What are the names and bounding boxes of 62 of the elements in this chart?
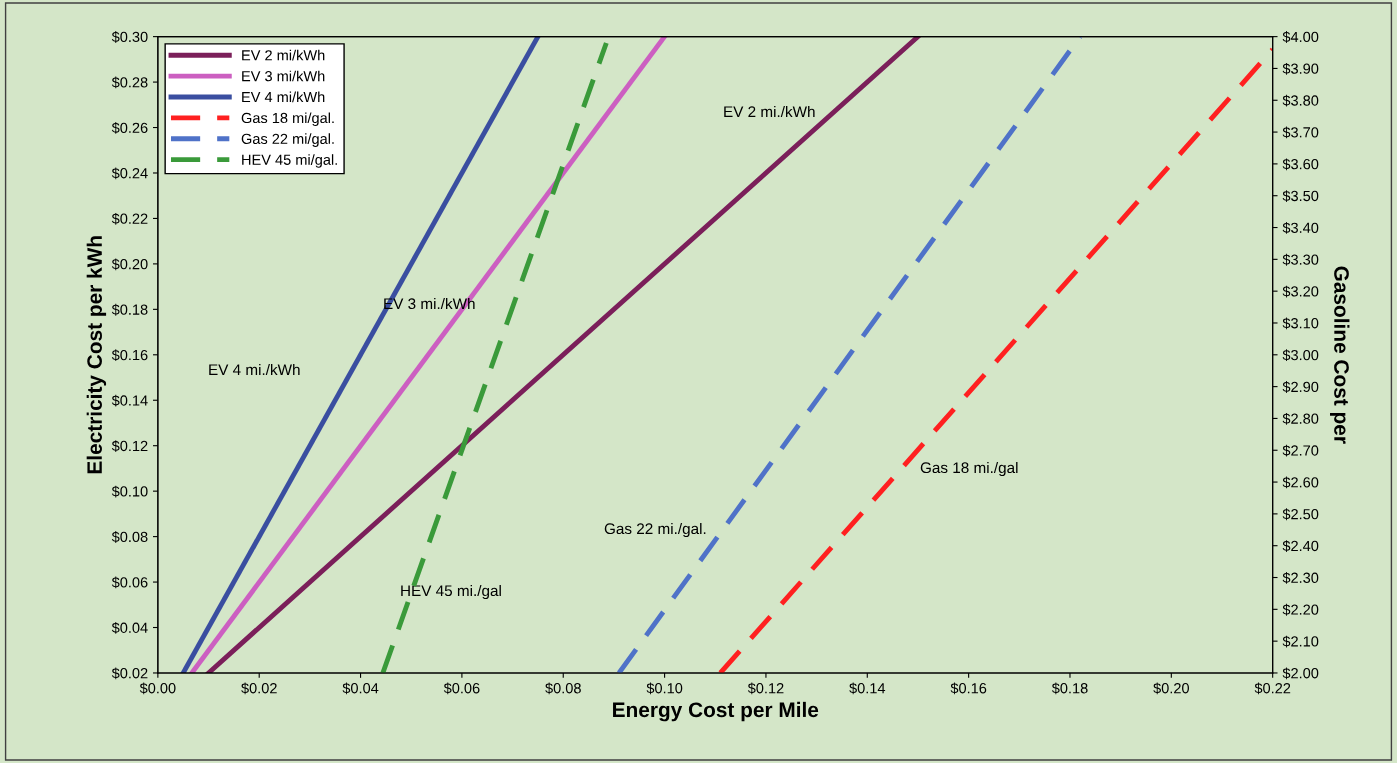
y-tick-label: $0.10 <box>111 485 148 498</box>
y-tick-label: $0.18 <box>111 303 148 316</box>
x-tick-label: $0.22 <box>1254 682 1291 695</box>
y-tick-label: $0.24 <box>111 167 148 180</box>
annotation: Gas 18 mi./gal <box>920 461 1018 477</box>
x-tick-label: $0.08 <box>545 682 581 695</box>
y2-tick-label: $3.40 <box>1282 222 1319 234</box>
annotation: Gas 22 mi./gal. <box>604 522 706 538</box>
y2-tick-label: $3.70 <box>1282 126 1319 139</box>
y-tick-label: $0.02 <box>111 667 148 680</box>
legend-label: EV 3 mi/kWh <box>242 70 325 82</box>
y-tick-label: $0.14 <box>111 394 148 407</box>
y2-tick-label: $2.30 <box>1282 572 1319 584</box>
x-tick-label: $0.10 <box>646 682 683 695</box>
annotation: HEV 45 mi./gal <box>401 584 501 600</box>
x-tick-label: $0.02 <box>241 682 277 695</box>
x-tick-label: $0.14 <box>849 682 886 695</box>
y-axis-title: Electricity Cost per kWh <box>86 236 107 474</box>
y-tick-label: $0.12 <box>111 440 148 452</box>
y-tick-label: $0.26 <box>111 122 148 134</box>
x-tick-label: $0.18 <box>1051 682 1088 695</box>
legend-label: EV 4 mi/kWh <box>242 91 325 103</box>
y-tick-label: $0.08 <box>111 531 148 543</box>
y2-tick-label: $3.00 <box>1282 349 1319 362</box>
y2-tick-label: $3.20 <box>1282 285 1319 298</box>
y-tick-label: $0.30 <box>111 31 148 43</box>
y2-tick-label: $3.30 <box>1282 253 1319 266</box>
x-tick-label: $0.20 <box>1153 682 1189 695</box>
y2-axis-title: Gasoline Cost per <box>1330 266 1350 444</box>
y2-tick-label: $2.10 <box>1282 635 1319 648</box>
x-tick-label: $0.04 <box>342 682 379 695</box>
y-tick-label: $0.04 <box>111 622 148 634</box>
x-tick-label: $0.00 <box>139 682 176 695</box>
y2-tick-label: $3.90 <box>1282 62 1319 75</box>
y-tick-label: $0.22 <box>111 212 148 225</box>
y2-tick-label: $4.00 <box>1282 31 1319 43</box>
y2-tick-label: $2.90 <box>1282 381 1319 393</box>
y2-tick-label: $2.50 <box>1282 508 1319 521</box>
y2-tick-label: $2.40 <box>1282 540 1319 552</box>
y-tick-label: $0.06 <box>111 576 148 589</box>
x-axis-title: Energy Cost per Mile <box>613 701 819 722</box>
y2-tick-label: $2.80 <box>1282 412 1319 425</box>
legend-label: EV 2 mi/kWh <box>242 49 325 61</box>
legend-label: Gas 18 mi/gal. <box>241 112 334 126</box>
y2-tick-label: $2.60 <box>1282 476 1319 489</box>
y2-tick-label: $3.80 <box>1282 94 1319 107</box>
y2-tick-label: $3.10 <box>1282 317 1319 330</box>
y2-tick-label: $2.20 <box>1282 603 1319 616</box>
y-tick-label: $0.28 <box>111 76 148 89</box>
y2-tick-label: $3.60 <box>1282 158 1319 171</box>
x-tick-label: $0.06 <box>443 682 480 695</box>
annotation: EV 2 mi./kWh <box>724 105 815 118</box>
y2-tick-label: $2.70 <box>1282 444 1319 457</box>
annotation: EV 4 mi./kWh <box>209 363 300 376</box>
y2-tick-label: $3.50 <box>1282 190 1319 203</box>
x-tick-label: $0.16 <box>950 682 987 695</box>
legend-label: HEV 45 mi/gal. <box>242 154 337 168</box>
y-tick-label: $0.16 <box>111 349 148 362</box>
x-tick-label: $0.12 <box>747 682 784 695</box>
y-tick-label: $0.20 <box>111 258 148 271</box>
legend-label: Gas 22 mi/gal. <box>241 133 334 147</box>
y2-tick-label: $2.00 <box>1282 667 1319 680</box>
